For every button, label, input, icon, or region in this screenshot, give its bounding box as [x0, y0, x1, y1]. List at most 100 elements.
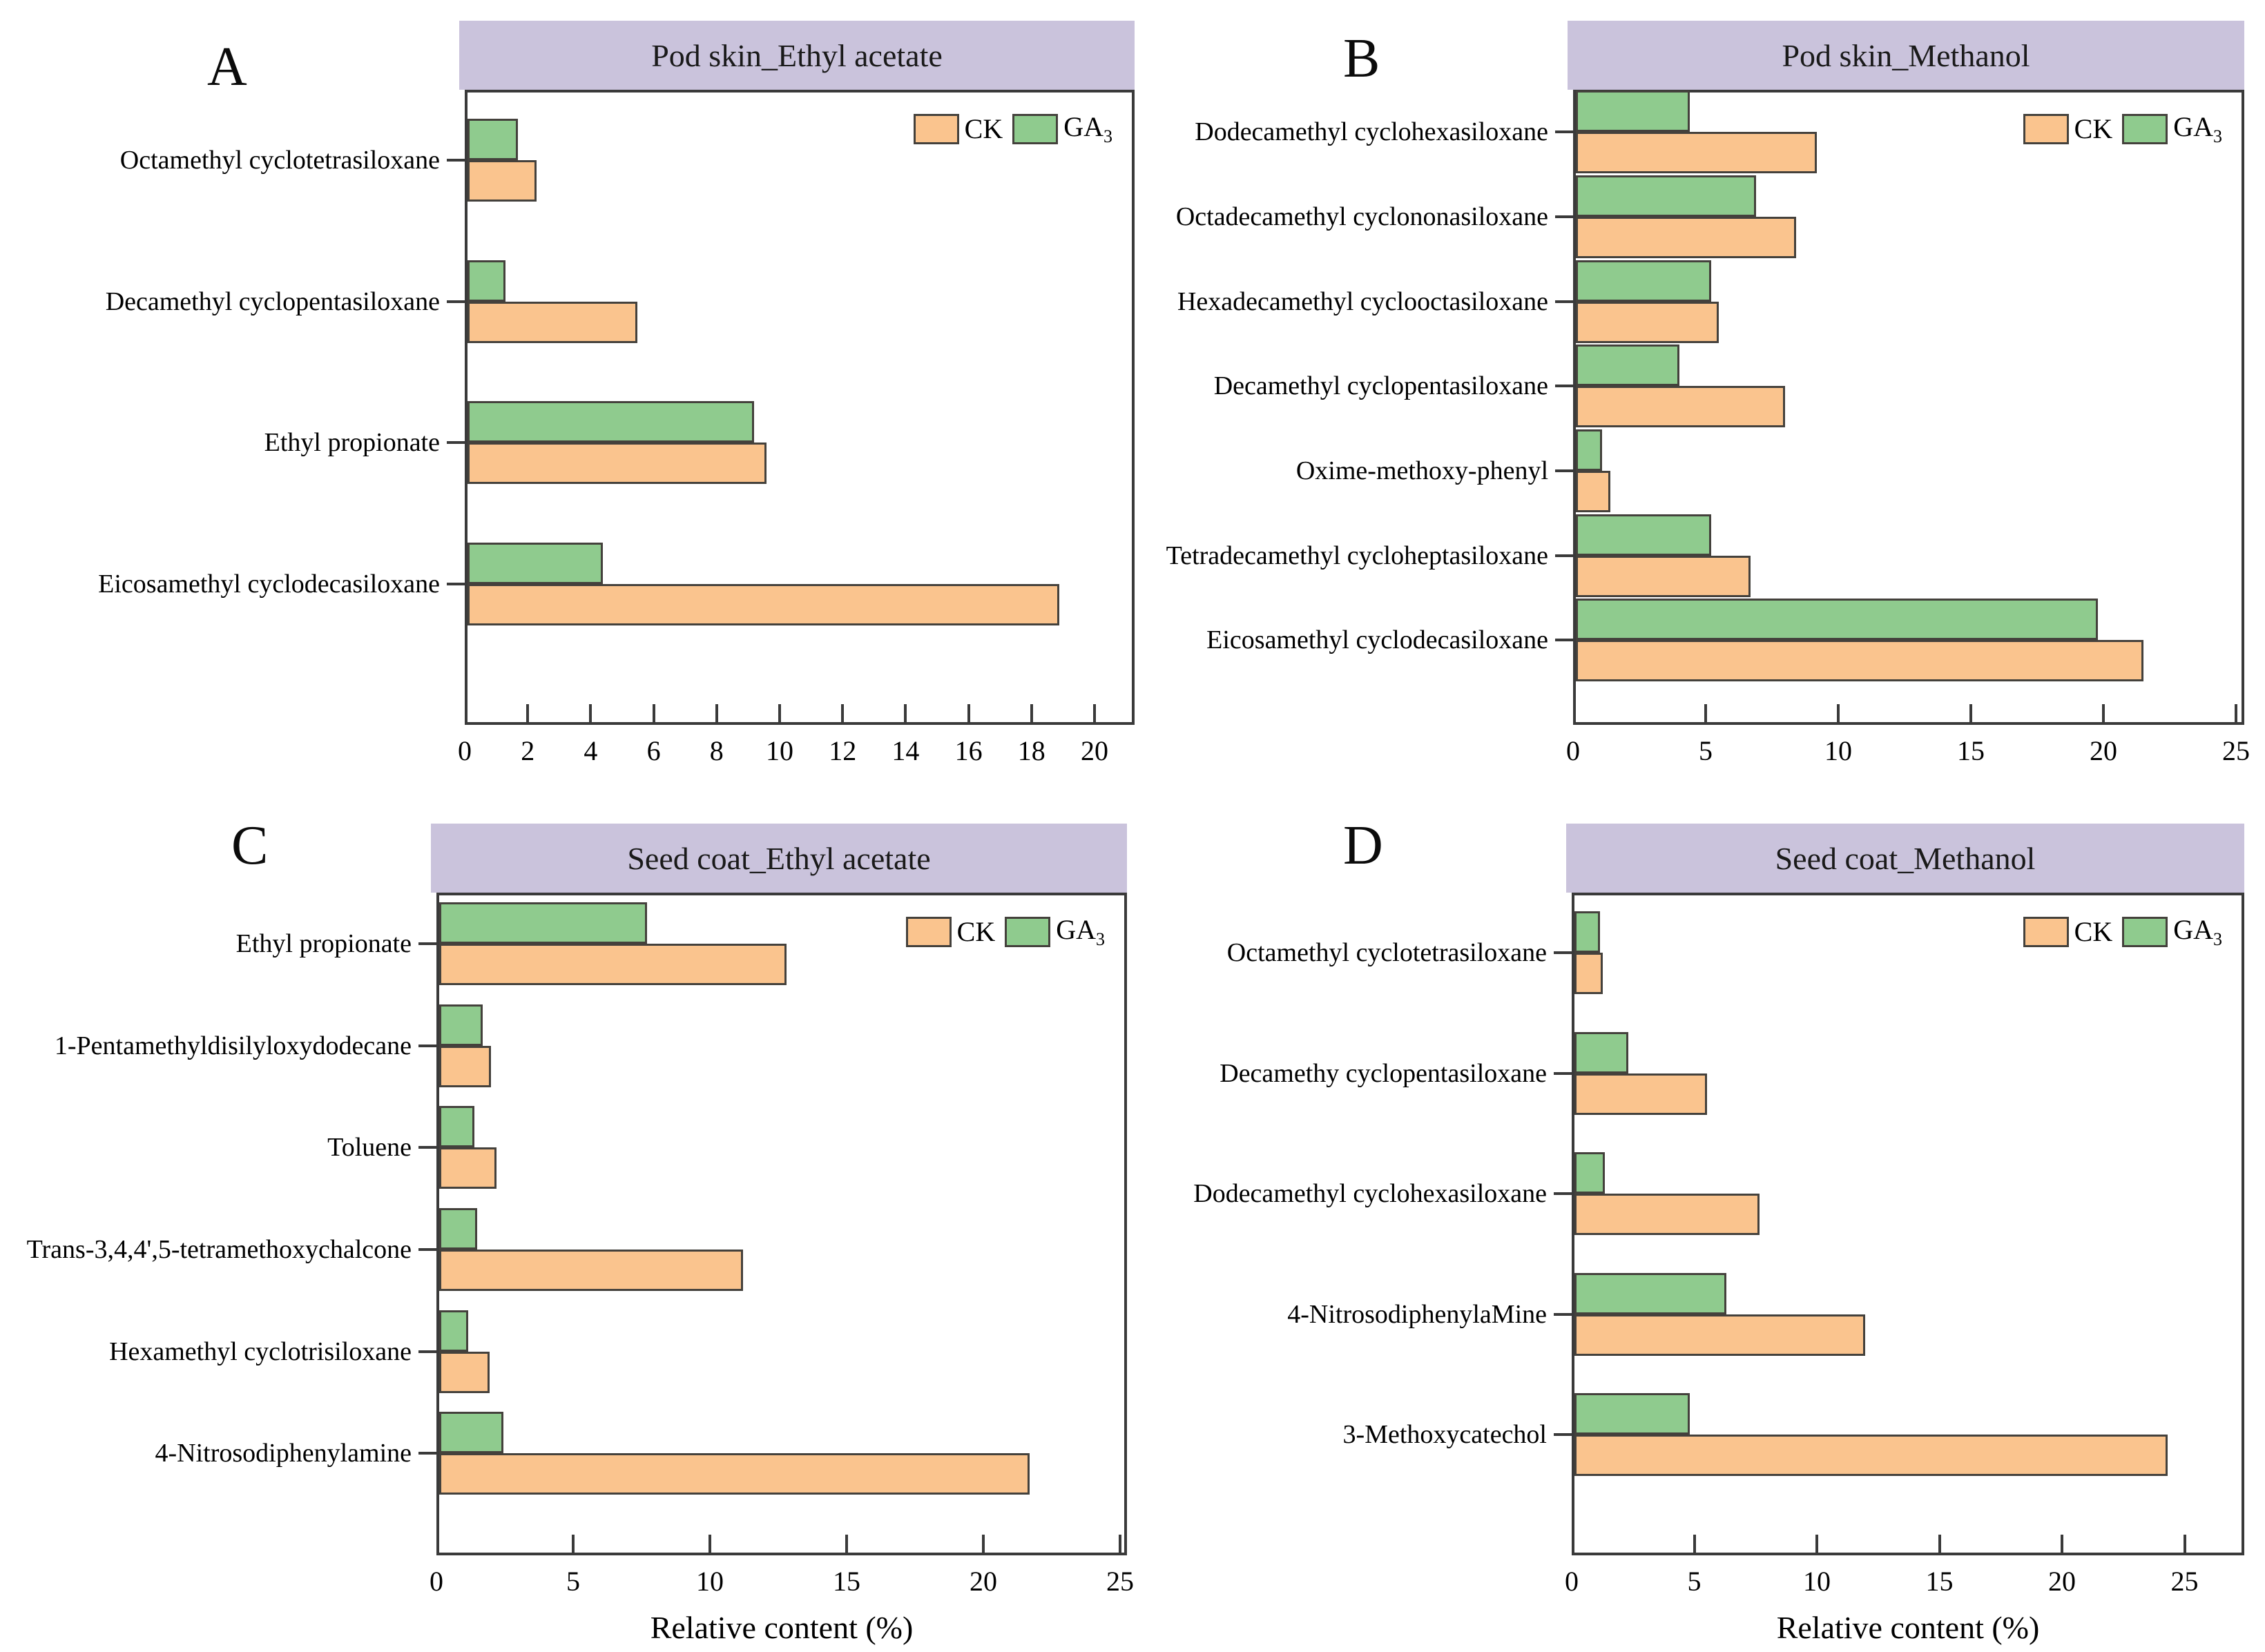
- category-label: Tetradecamethyl cycloheptasiloxane: [1166, 541, 1548, 570]
- bar-ga3: [1576, 260, 1711, 302]
- bar-ga3: [468, 119, 518, 161]
- x-tick-label: 8: [709, 735, 724, 766]
- category-label: Dodecamethyl cyclohexasiloxane: [1193, 1179, 1547, 1209]
- category-label: 4-NitrosodiphenylaMine: [1287, 1299, 1547, 1329]
- category-label: Decamethyl cyclopentasiloxane: [105, 286, 440, 316]
- x-tick-label: 5: [1699, 735, 1713, 766]
- category-tick: [418, 1452, 436, 1455]
- x-tick-label: 18: [1017, 735, 1045, 766]
- legend-ga3-text: GA: [1063, 111, 1103, 142]
- category-label: Decamethy cyclopentasiloxane: [1220, 1058, 1547, 1088]
- category-tick: [1555, 215, 1573, 218]
- bar-ck: [439, 1147, 497, 1189]
- panel-title-strip: Pod skin_Ethyl acetate: [459, 21, 1135, 90]
- panel-title: Seed coat_Ethyl acetate: [627, 840, 931, 876]
- bar-ga3: [468, 260, 505, 302]
- bar-ga3: [468, 542, 604, 584]
- x-tick-label: 20: [2048, 1566, 2076, 1597]
- bar-ck: [468, 583, 1060, 625]
- legend-ck-label: CK: [956, 916, 996, 947]
- bar-ck: [1576, 640, 2143, 682]
- x-axis-tick: [526, 704, 530, 722]
- x-axis-tick: [1093, 704, 1096, 722]
- legend-ck-label: CK: [2074, 916, 2113, 947]
- bar-ck: [1576, 217, 1796, 258]
- x-tick-label: 20: [1081, 735, 1108, 766]
- category-tick: [418, 1146, 436, 1149]
- x-tick-label: 0: [1565, 1566, 1579, 1597]
- x-tick-label: 14: [891, 735, 920, 766]
- category-label: Octamethyl cyclotetrasiloxane: [1226, 938, 1547, 968]
- category-tick: [1555, 300, 1573, 303]
- category-tick: [1554, 1433, 1572, 1437]
- x-tick-label: 10: [696, 1566, 724, 1597]
- x-axis-tick: [982, 1535, 985, 1553]
- x-tick-label: 16: [954, 735, 983, 766]
- legend-ga3-text: GA: [1056, 914, 1096, 945]
- x-tick-label: 25: [1106, 1566, 1134, 1597]
- x-axis-tick: [845, 1535, 848, 1553]
- x-tick-label: 15: [1925, 1566, 1954, 1597]
- category-tick: [418, 1350, 436, 1353]
- category-tick: [418, 1044, 436, 1047]
- x-axis-tick: [2061, 1535, 2063, 1553]
- x-tick-label: 10: [766, 735, 793, 766]
- x-axis-tick: [1704, 704, 1707, 722]
- bar-ga3: [1576, 514, 1711, 556]
- x-tick-label: 25: [2222, 735, 2250, 766]
- bar-ga3: [1574, 1152, 1606, 1194]
- x-tick-label: 0: [458, 735, 472, 766]
- bar-ga3: [1576, 175, 1757, 217]
- category-tick: [1554, 1312, 1572, 1316]
- bar-ck: [468, 443, 767, 485]
- x-axis-tick: [589, 704, 592, 722]
- bar-ga3: [439, 902, 647, 944]
- x-axis-tick: [967, 704, 970, 722]
- bar-ck: [468, 301, 638, 343]
- category-label: Hexamethyl cyclotrisiloxane: [109, 1337, 412, 1366]
- category-tick: [447, 582, 465, 585]
- category-tick: [1554, 951, 1572, 955]
- plot-area-D: CK GA3: [1572, 893, 2244, 1555]
- x-tick-label: 0: [1566, 735, 1580, 766]
- x-tick-label: 15: [1957, 735, 1985, 766]
- x-axis-tick: [715, 704, 718, 722]
- legend-ga3-swatch: [2122, 113, 2168, 144]
- bar-ck: [439, 1351, 490, 1393]
- category-tick: [1555, 130, 1573, 134]
- bar-ga3: [1576, 344, 1679, 387]
- category-label: Octamethyl cyclotetrasiloxane: [119, 146, 440, 175]
- category-tick: [1555, 469, 1573, 472]
- bar-ga3: [439, 1106, 475, 1148]
- x-tick-label: 15: [833, 1566, 860, 1597]
- bar-ck: [1576, 555, 1751, 597]
- x-axis-tick: [1938, 1535, 1941, 1553]
- panel-title-strip: Seed coat_Methanol: [1566, 824, 2244, 893]
- bar-ck: [1576, 471, 1610, 512]
- x-axis-tick: [778, 704, 781, 722]
- plot-area-C: CK GA3: [436, 893, 1127, 1555]
- legend-ga3-swatch: [1012, 113, 1059, 144]
- legend: CK GA3: [2023, 110, 2232, 147]
- legend-ga3-label: GA3: [2173, 913, 2222, 950]
- x-axis-tick: [652, 704, 655, 722]
- category-label: Trans-3,4,4',5-tetramethoxychalcone: [26, 1234, 412, 1264]
- bar-ck: [1574, 1314, 1865, 1356]
- legend-ga3-label: GA3: [2173, 110, 2222, 147]
- x-tick-label: 2: [521, 735, 535, 766]
- bar-ga3: [1576, 429, 1603, 471]
- legend: CK GA3: [2023, 913, 2232, 950]
- plot-area-B: CK GA3: [1573, 90, 2244, 725]
- bar-ck: [1576, 386, 1786, 428]
- category-label: Octadecamethyl cyclononasiloxane: [1175, 202, 1548, 231]
- legend-ga3-subscript: 3: [2213, 929, 2222, 949]
- bar-ck: [1574, 1435, 2168, 1477]
- x-tick-label: 10: [1824, 735, 1852, 766]
- category-tick: [1555, 639, 1573, 642]
- x-axis-tick: [2235, 704, 2237, 722]
- legend-ck-swatch: [2023, 113, 2069, 144]
- category-label: Toluene: [327, 1133, 412, 1163]
- legend-ck-label: CK: [964, 113, 1003, 144]
- category-label: 4-Nitrosodiphenylamine: [155, 1439, 412, 1468]
